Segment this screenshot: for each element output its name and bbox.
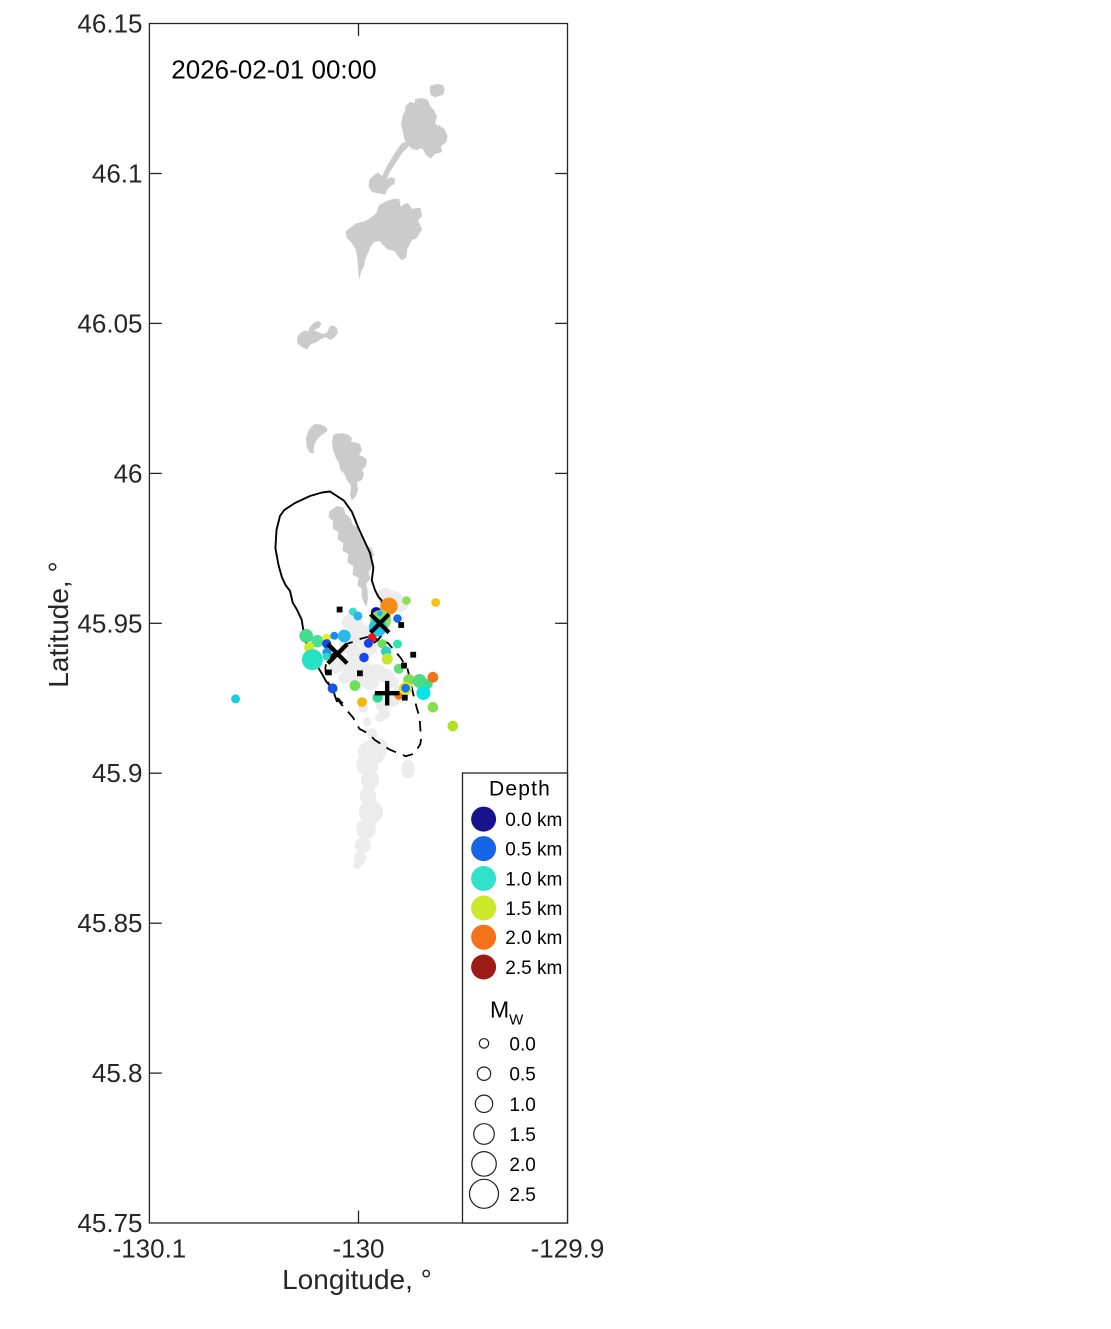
svg-text:46.1: 46.1 <box>92 159 143 189</box>
svg-text:46.05: 46.05 <box>77 308 142 338</box>
svg-text:45.95: 45.95 <box>77 608 142 638</box>
svg-text:46.15: 46.15 <box>77 9 142 39</box>
svg-text:0.0 km: 0.0 km <box>505 810 562 831</box>
svg-text:1.0: 1.0 <box>509 1095 535 1116</box>
svg-text:2.5 km: 2.5 km <box>505 958 562 979</box>
svg-text:45.75: 45.75 <box>77 1208 142 1238</box>
svg-text:1.5: 1.5 <box>509 1125 535 1146</box>
svg-text:-129.9: -129.9 <box>531 1234 605 1264</box>
svg-text:-130: -130 <box>332 1234 384 1264</box>
svg-text:Longitude, °: Longitude, ° <box>282 1264 432 1295</box>
svg-text:2.0: 2.0 <box>509 1155 535 1176</box>
svg-text:45.9: 45.9 <box>92 758 143 788</box>
svg-text:0.0: 0.0 <box>509 1034 535 1055</box>
svg-text:Depth: Depth <box>489 778 551 801</box>
svg-text:2026-02-01 00:00: 2026-02-01 00:00 <box>171 54 376 84</box>
svg-text:45.8: 45.8 <box>92 1058 143 1088</box>
svg-text:Latitude, °: Latitude, ° <box>43 561 74 687</box>
svg-text:-130.1: -130.1 <box>113 1234 187 1264</box>
svg-text:2.5: 2.5 <box>509 1185 535 1206</box>
svg-text:46: 46 <box>114 458 143 488</box>
svg-text:0.5 km: 0.5 km <box>505 840 562 861</box>
svg-text:0.5: 0.5 <box>509 1065 535 1086</box>
svg-text:2.0 km: 2.0 km <box>505 928 562 949</box>
svg-text:1.5 km: 1.5 km <box>505 899 562 920</box>
svg-text:1.0 km: 1.0 km <box>505 870 562 891</box>
svg-text:45.85: 45.85 <box>77 908 142 938</box>
